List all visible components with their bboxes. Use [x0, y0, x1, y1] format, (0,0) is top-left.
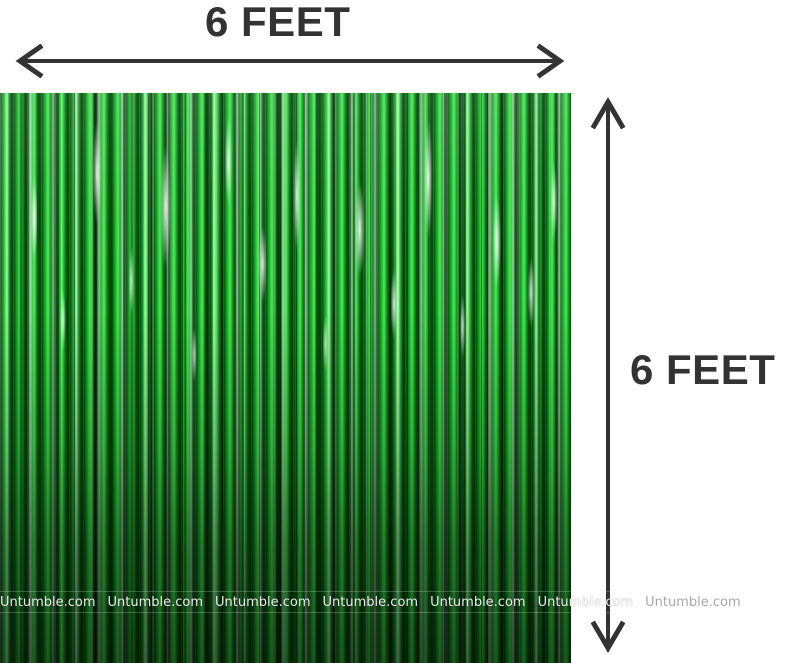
width-dimension-arrow — [15, 44, 565, 78]
foil-fringe-curtain-photo — [0, 93, 571, 663]
watermark-text: Untumble.com — [645, 594, 741, 610]
foil-vertical-shading — [0, 93, 571, 663]
width-dimension-label: 6 FEET — [205, 0, 351, 45]
height-dimension-label: 6 FEET — [630, 346, 776, 393]
height-dimension-arrow — [590, 97, 626, 653]
